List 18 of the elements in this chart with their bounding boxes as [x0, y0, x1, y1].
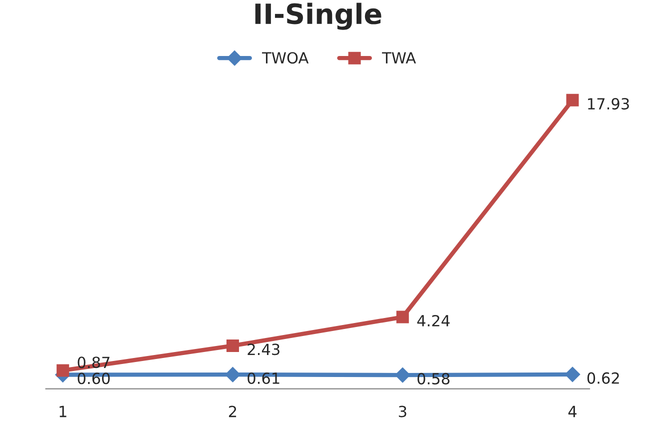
data-label: 4.24 [417, 314, 450, 326]
chart-title: II-Single [255, 2, 382, 30]
point [226, 339, 239, 352]
x-tick-label: 3 [398, 406, 406, 418]
legend-label: TWA [382, 52, 416, 64]
point [225, 367, 240, 382]
point [566, 94, 579, 106]
point [396, 310, 409, 324]
data-label: 17.93 [588, 98, 629, 110]
x-tick-label: 1 [60, 406, 66, 418]
x-tick-label: 4 [568, 406, 577, 418]
data-label: 2.43 [248, 344, 280, 356]
point [564, 366, 580, 382]
x-tick-label: 2 [228, 406, 236, 418]
data-label: 0.62 [587, 372, 619, 384]
point [56, 364, 70, 377]
point [395, 367, 410, 383]
legend-label: TWOA [262, 52, 309, 64]
